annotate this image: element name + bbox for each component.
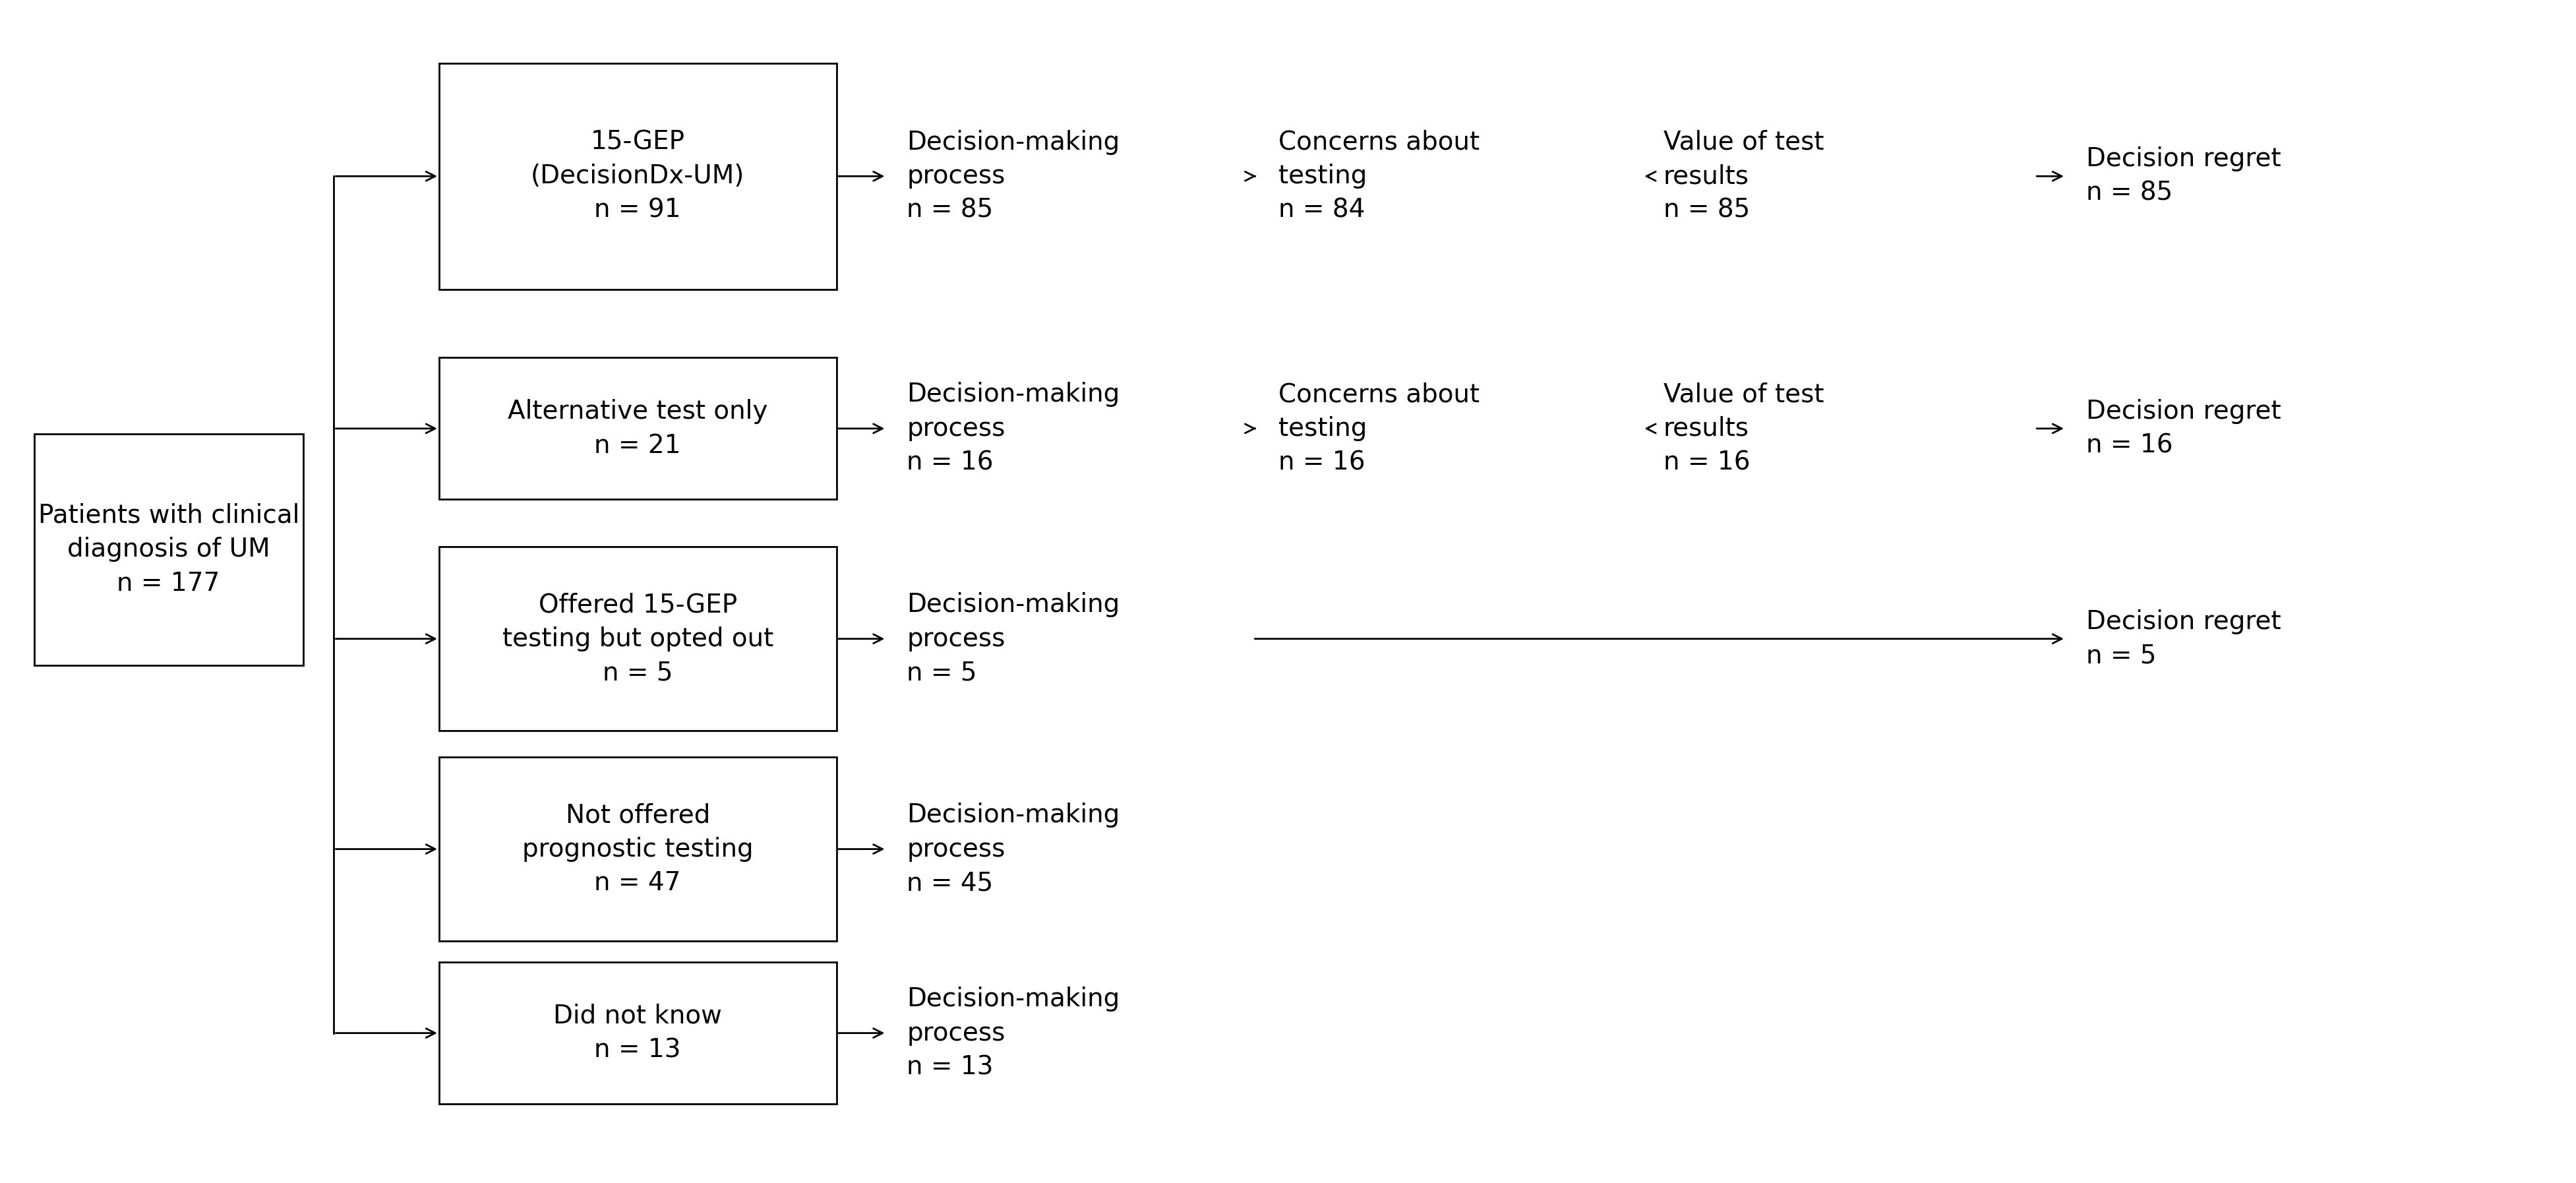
FancyBboxPatch shape: [438, 357, 837, 499]
Text: Value of test
results
n = 85: Value of test results n = 85: [1664, 130, 1824, 222]
FancyBboxPatch shape: [438, 962, 837, 1104]
Text: Alternative test only
n = 21: Alternative test only n = 21: [507, 399, 768, 458]
FancyBboxPatch shape: [438, 547, 837, 731]
FancyBboxPatch shape: [438, 757, 837, 940]
Text: Decision regret
n = 85: Decision regret n = 85: [2087, 147, 2282, 206]
Text: Value of test
results
n = 16: Value of test results n = 16: [1664, 382, 1824, 476]
Text: Offered 15-GEP
testing but opted out
n = 5: Offered 15-GEP testing but opted out n =…: [502, 593, 773, 685]
Text: 15-GEP
(DecisionDx-UM)
n = 91: 15-GEP (DecisionDx-UM) n = 91: [531, 130, 744, 222]
Text: Decision-making
process
n = 13: Decision-making process n = 13: [907, 987, 1121, 1080]
Text: Decision-making
process
n = 5: Decision-making process n = 5: [907, 593, 1121, 685]
FancyBboxPatch shape: [438, 63, 837, 289]
Text: Concerns about
testing
n = 84: Concerns about testing n = 84: [1278, 130, 1479, 222]
Text: Patients with clinical
diagnosis of UM
n = 177: Patients with clinical diagnosis of UM n…: [39, 503, 299, 596]
Text: Decision-making
process
n = 16: Decision-making process n = 16: [907, 382, 1121, 476]
FancyBboxPatch shape: [33, 434, 304, 665]
Text: Decision regret
n = 16: Decision regret n = 16: [2087, 399, 2282, 458]
Text: Did not know
n = 13: Did not know n = 13: [554, 1003, 721, 1062]
Text: Decision-making
process
n = 45: Decision-making process n = 45: [907, 802, 1121, 896]
Text: Not offered
prognostic testing
n = 47: Not offered prognostic testing n = 47: [523, 802, 752, 896]
Text: Concerns about
testing
n = 16: Concerns about testing n = 16: [1278, 382, 1479, 476]
Text: Decision-making
process
n = 85: Decision-making process n = 85: [907, 130, 1121, 222]
Text: Decision regret
n = 5: Decision regret n = 5: [2087, 609, 2282, 668]
